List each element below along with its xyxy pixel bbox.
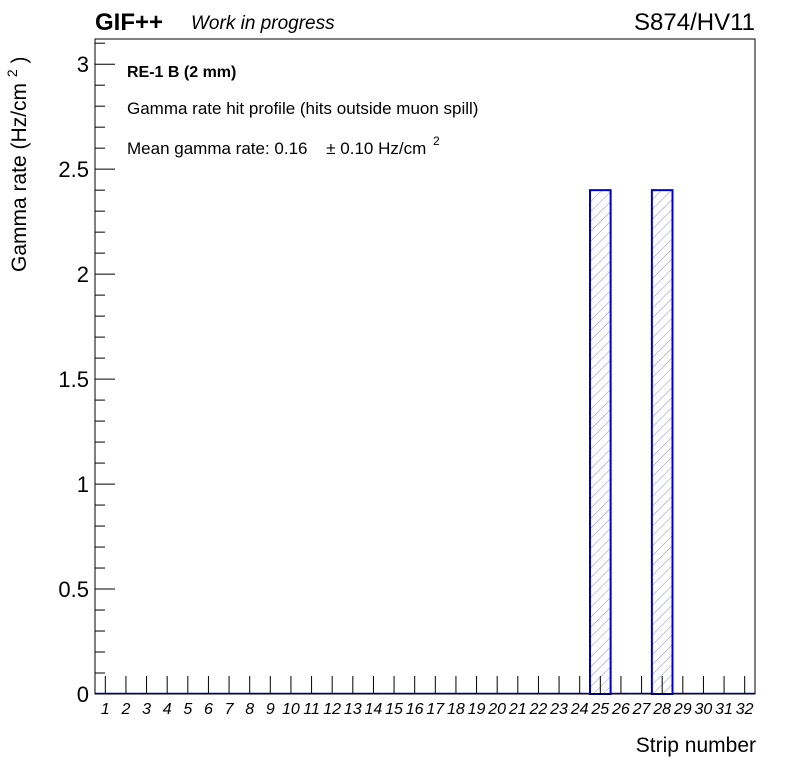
y-axis-ticks: 0 0.5 1 1.5 2 2.5 3: [58, 42, 115, 707]
x-tick-label: 2: [120, 701, 130, 718]
x-tick-label: 19: [468, 701, 486, 718]
mean-rate-label: Mean gamma rate: 0.16 ± 0.10 Hz/cm 2: [127, 134, 440, 158]
x-tick-label: 6: [204, 701, 213, 718]
x-tick-label: 22: [529, 701, 548, 718]
y-tick-label: 1.5: [58, 367, 89, 392]
y-axis-title-main: Gamma rate (Hz/cm: [8, 83, 31, 272]
y-tick-label: 2: [77, 262, 89, 287]
x-tick-label: 23: [549, 701, 568, 718]
mean-rate-value: Mean gamma rate: 0.16: [127, 139, 307, 158]
plot-frame: [94, 38, 756, 695]
x-tick-label: 5: [183, 701, 192, 718]
x-tick-label: 26: [611, 701, 630, 718]
run-label: S874/HV11: [634, 9, 755, 36]
y-tick-label: 2.5: [58, 157, 89, 182]
x-tick-label: 3: [142, 701, 151, 718]
x-axis-title: Strip number: [636, 734, 756, 757]
x-tick-label: 16: [406, 701, 424, 718]
x-tick-label: 12: [323, 701, 341, 718]
x-tick-label: 21: [508, 701, 527, 718]
x-tick-label: 32: [736, 701, 754, 718]
mean-rate-error: ± 0.10 Hz/cm: [326, 139, 426, 158]
bar-strip-28: [650, 189, 674, 695]
x-tick-label: 29: [673, 701, 692, 718]
x-axis-ticks: 1 2 3 4 5 6 7 8 9 10 11 12 13 14 15 16 17 18 19 20 21 22 23 24 2…: [101, 676, 754, 718]
y-tick-label: 1: [77, 472, 89, 497]
description-label: Gamma rate hit profile (hits outside muo…: [127, 99, 478, 118]
x-tick-label: 27: [632, 701, 652, 718]
x-tick-label: 31: [715, 701, 733, 718]
x-tick-label: 17: [426, 701, 445, 718]
subtitle-label: Work in progress: [191, 13, 335, 34]
x-tick-label: 13: [344, 701, 362, 718]
y-tick-label: 0.5: [58, 577, 89, 602]
x-tick-label: 25: [590, 701, 609, 718]
x-tick-label: 1: [101, 701, 110, 718]
x-tick-label: 30: [695, 701, 713, 718]
y-tick-label: 3: [77, 52, 89, 77]
x-tick-label: 7: [225, 701, 235, 718]
brand-label: GIF++: [95, 9, 163, 36]
x-tick-label: 20: [487, 701, 506, 718]
x-tick-label: 11: [303, 701, 320, 718]
x-tick-label: 8: [245, 701, 254, 718]
x-tick-label: 14: [365, 701, 383, 718]
x-tick-label: 10: [282, 701, 300, 718]
detector-label: RE-1 B (2 mm): [127, 64, 236, 81]
x-tick-label: 28: [652, 701, 671, 718]
x-tick-label: 4: [163, 701, 172, 718]
y-axis-title-exponent: 2: [4, 69, 20, 77]
y-axis-title-close: ): [8, 56, 31, 63]
x-tick-label: 24: [570, 701, 589, 718]
x-tick-label: 18: [447, 701, 465, 718]
bar-strip-25: [589, 189, 612, 695]
x-tick-label: 9: [266, 701, 275, 718]
y-axis-title: Gamma rate (Hz/cm 2 ): [0, 56, 31, 272]
x-tick-label: 15: [385, 701, 403, 718]
y-tick-label: 0: [77, 682, 89, 707]
bars-group: [95, 189, 755, 695]
mean-rate-exponent: 2: [433, 134, 440, 148]
